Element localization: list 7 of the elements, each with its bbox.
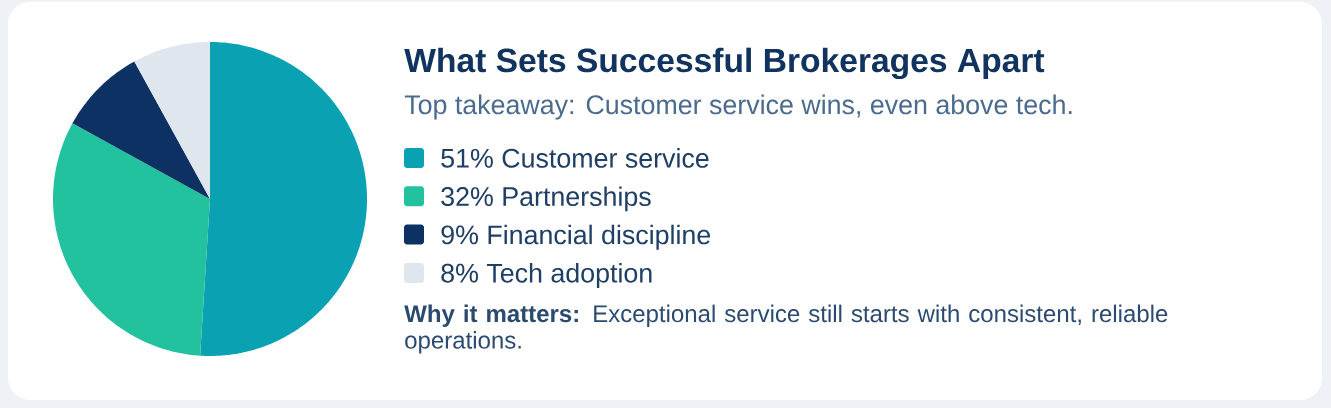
text: Top takeaway: Customer service wins, even above tech. <box>404 94 1072 120</box>
chart-title: What Sets Successful Brokerages Apart <box>404 47 1045 80</box>
text: Why it matters: Exceptional service still starts with consistent, reliable operations. <box>404 304 1168 354</box>
legend-label: 32% Partnerships <box>441 186 651 212</box>
legend-label: 51% Customer service <box>441 148 709 168</box>
legend-label: 9% Financial discipline <box>441 224 711 250</box>
legend-label: 8% Tech adoption <box>441 262 652 288</box>
